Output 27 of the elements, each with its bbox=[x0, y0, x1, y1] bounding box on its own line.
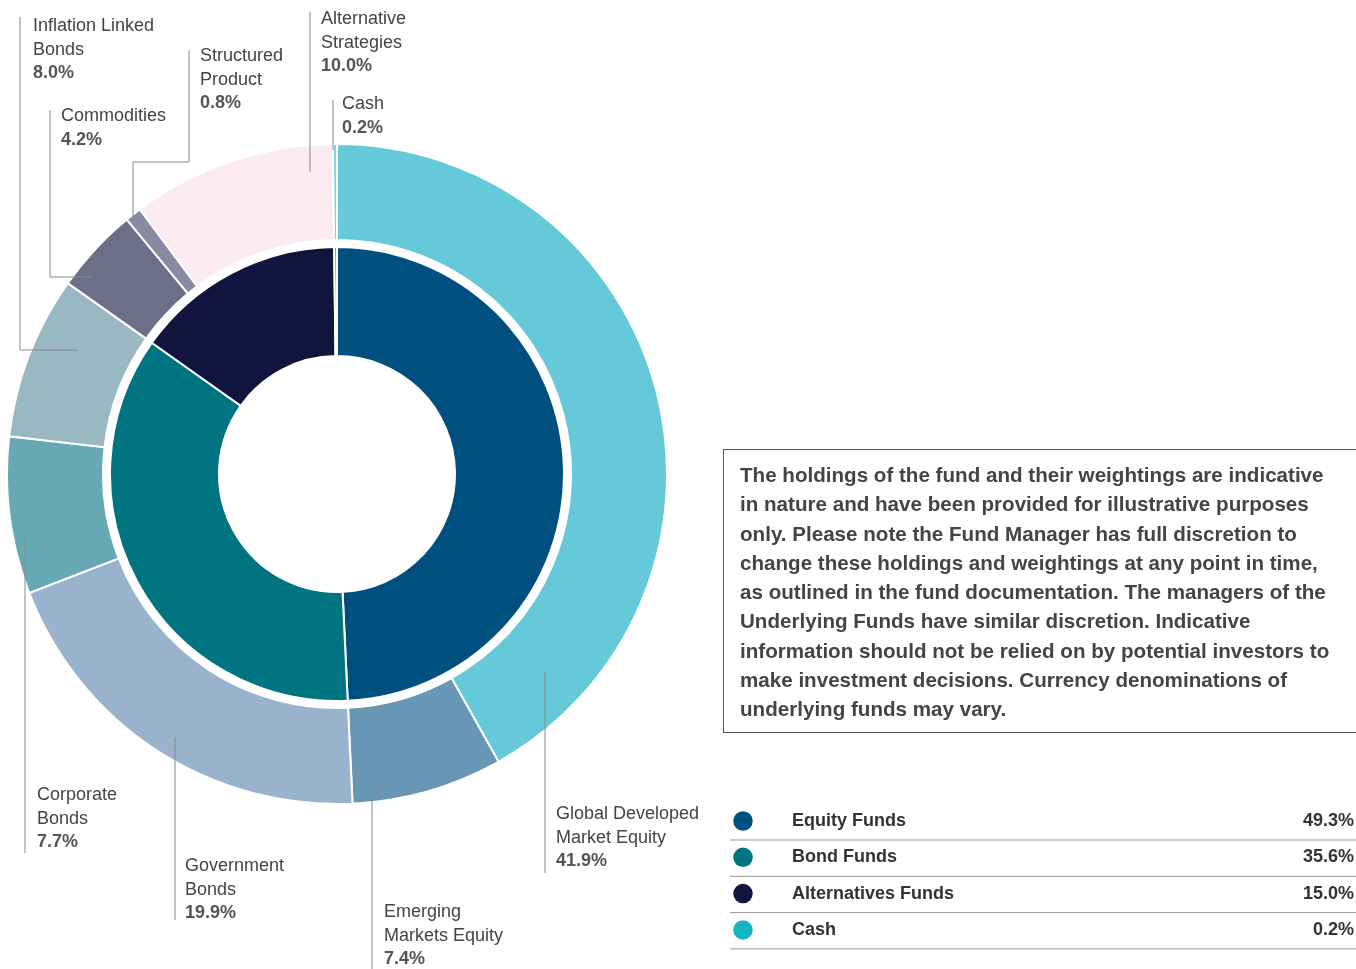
data-label: 19.9% bbox=[185, 902, 237, 922]
legend-label: Bond Funds bbox=[792, 846, 897, 867]
data-label: 49.3% bbox=[1302, 810, 1354, 830]
data-label: 8.0% bbox=[33, 62, 75, 82]
slice-label: Inflation Linked Bonds bbox=[33, 15, 155, 59]
text: The holdings of the fund and their weightings are indicative in nature and have been provided for illustrative purposes only. Please note the Fund Manager has full discretion to change these holdings and weightings at any point in time, as outlined in the fund documentation. The managers of the Underlying Funds have similar discretion. Indicative information should not be relied on by potential investors to make investment decisions. Currency denominations of underlying funds may vary. bbox=[740, 463, 1330, 721]
data-label: 35.6% bbox=[1302, 846, 1354, 867]
slice-label: Structured Product bbox=[200, 45, 284, 89]
slice-label: Corporate Bonds bbox=[37, 784, 118, 828]
legend-label: Cash bbox=[792, 918, 837, 939]
slice-label: Cash bbox=[342, 93, 385, 113]
data-label: 15.0% bbox=[1302, 882, 1354, 903]
slice-label: Commodities bbox=[61, 105, 167, 125]
data-label: 41.9% bbox=[556, 850, 608, 870]
slice-label: Government Bonds bbox=[185, 855, 285, 899]
legend-label: Equity Funds bbox=[792, 810, 906, 830]
data-label: 7.7% bbox=[37, 831, 79, 851]
data-label: 0.8% bbox=[200, 92, 242, 112]
data-label: 0.2% bbox=[1312, 918, 1354, 939]
data-label: 7.4% bbox=[384, 948, 426, 968]
data-label: 10.0% bbox=[321, 55, 373, 75]
data-label: 4.2% bbox=[61, 128, 103, 149]
slice-label: Emerging Markets Equity bbox=[384, 901, 504, 945]
data-label: 0.2% bbox=[342, 116, 384, 137]
slice-label: Alternative Strategies bbox=[321, 8, 407, 52]
slice-label: Global Developed Market Equity bbox=[556, 803, 700, 847]
legend-label: Alternatives Funds bbox=[792, 882, 955, 903]
